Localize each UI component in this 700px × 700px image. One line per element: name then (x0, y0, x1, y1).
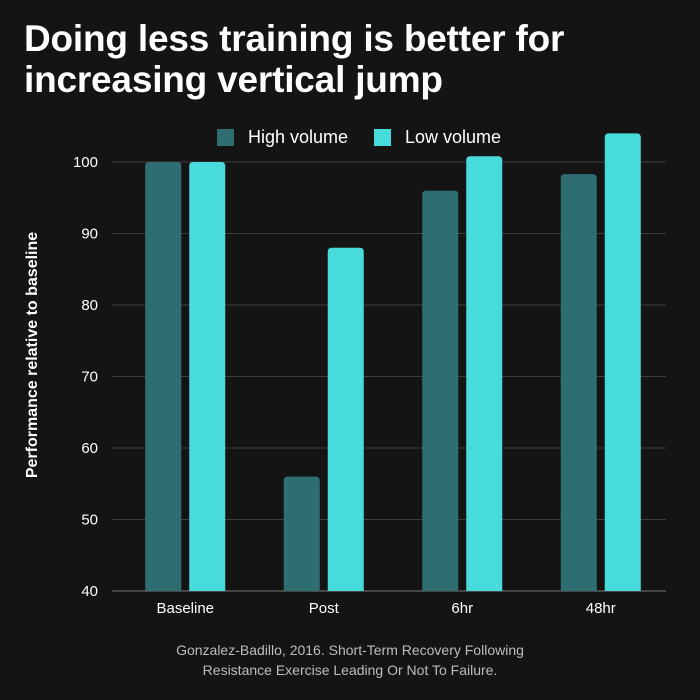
y-tick-label-60: 60 (81, 440, 98, 457)
legend-item-high-volume: High volume (216, 126, 348, 148)
source-line-1: Gonzalez-Badillo, 2016. Short-Term Recov… (176, 642, 524, 658)
bar-low-volume-baseline (189, 162, 226, 591)
legend-item-low-volume: Low volume (374, 127, 501, 148)
legend-label-low-volume: Low volume (405, 126, 502, 147)
x-tick-label-baseline: Baseline (156, 600, 214, 617)
bar-low-volume-post (327, 247, 364, 592)
legend: High volume Low volume (0, 124, 700, 150)
y-tick-label-70: 70 (81, 369, 98, 386)
x-tick-label-post: Post (309, 600, 340, 617)
chart-title-line-1: Doing less training is better for (24, 18, 565, 59)
bar-low-volume-48hr (604, 133, 641, 591)
x-tick-label-48hr: 48hr (586, 600, 616, 617)
chart-title-line-2: increasing vertical jump (24, 59, 443, 100)
source-citation: Gonzalez-Badillo, 2016. Short-Term Recov… (0, 640, 700, 680)
legend-swatch-low-volume (374, 128, 391, 146)
y-tick-label-50: 50 (81, 512, 98, 529)
y-tick-label-100: 100 (73, 154, 98, 171)
bar-high-volume-48hr (560, 174, 597, 591)
y-tick-label-40: 40 (81, 583, 98, 600)
bar-high-volume-baseline (145, 162, 182, 591)
y-tick-label-80: 80 (81, 297, 98, 314)
legend-label-high-volume: High volume (247, 126, 348, 147)
legend-swatch-high-volume (216, 128, 234, 146)
bar-high-volume-post (283, 476, 320, 591)
y-tick-label-90: 90 (81, 226, 98, 243)
source-line-2: Resistance Exercise Leading Or Not To Fa… (202, 662, 498, 678)
bar-low-volume-6hr (466, 156, 503, 591)
chart-title: Doing less training is better for increa… (24, 18, 674, 100)
bar-high-volume-6hr (422, 190, 459, 591)
x-tick-label-6hr: 6hr (451, 600, 473, 617)
